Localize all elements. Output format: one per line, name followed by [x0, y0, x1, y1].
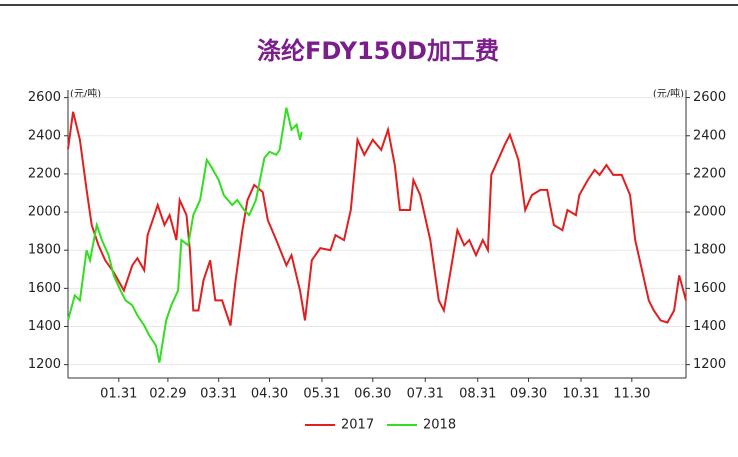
- y2-tick-label: 2400: [693, 128, 726, 143]
- y-tick-label: 2000: [28, 205, 61, 220]
- series-line: [67, 111, 687, 326]
- y2-tick-label: 1800: [693, 243, 726, 258]
- y-tick-label: 2200: [28, 166, 61, 181]
- y2-tick-label: 2200: [693, 166, 726, 181]
- y-unit-right: (元/吨): [653, 87, 684, 100]
- y-tick-label: 2600: [28, 90, 61, 105]
- x-tick-label: 08.31: [459, 387, 496, 402]
- x-tick-label: 05.31: [303, 387, 340, 402]
- x-tick-label: 07.31: [407, 387, 444, 402]
- x-tick-label: 09.30: [510, 387, 547, 402]
- y2-tick-label: 2600: [693, 90, 726, 105]
- y-tick-label: 1200: [28, 357, 61, 372]
- y2-tick-label: 1200: [693, 357, 726, 372]
- series-line: [67, 107, 303, 363]
- y-tick-label: 1400: [28, 319, 61, 334]
- x-tick-label: 06.30: [354, 387, 391, 402]
- x-tick-label: 10.31: [562, 387, 599, 402]
- x-tick-label: 11.30: [613, 387, 650, 402]
- x-tick-label: 04.30: [251, 387, 288, 402]
- y2-tick-label: 1400: [693, 319, 726, 334]
- x-tick-label: 01.31: [100, 387, 137, 402]
- y-tick-label: 1800: [28, 243, 61, 258]
- y2-tick-label: 2000: [693, 205, 726, 220]
- y-unit-left: (元/吨): [70, 87, 101, 100]
- x-tick-label: 02.29: [149, 387, 186, 402]
- chart-title: 涤纶FDY150D加工费: [257, 37, 499, 65]
- legend-label: 2017: [341, 418, 374, 433]
- legend-label: 2018: [423, 418, 456, 433]
- x-tick-label: 03.31: [200, 387, 237, 402]
- y-tick-label: 1600: [28, 281, 61, 296]
- y-tick-label: 2400: [28, 128, 61, 143]
- y2-tick-label: 1600: [693, 281, 726, 296]
